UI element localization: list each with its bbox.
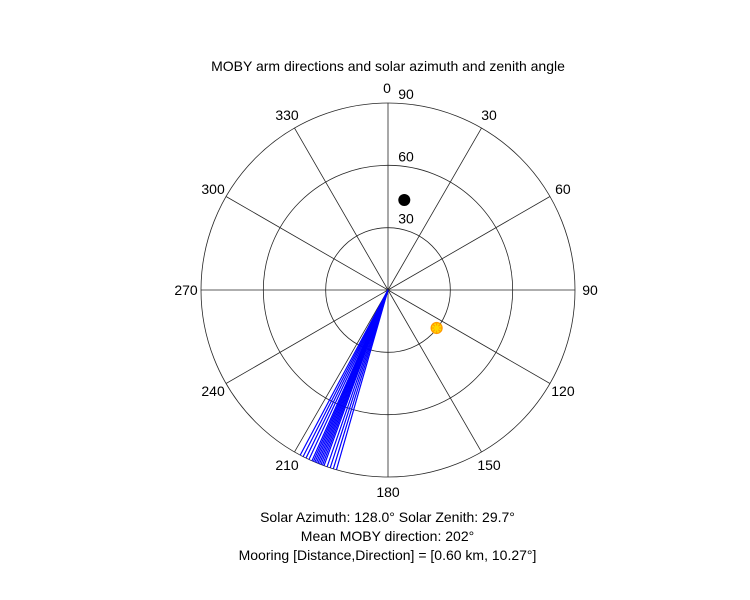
grid-spoke <box>387 196 551 291</box>
sun-marker <box>430 321 443 335</box>
mooring-line: Mooring [Distance,Direction] = [0.60 km,… <box>238 547 537 563</box>
series-layer <box>299 194 443 470</box>
tick-labels: 0 30 60 90 120 150 180 210 240 270 300 330 90 60 30 <box>174 80 598 500</box>
grid-spoke <box>387 289 551 384</box>
angle-tick-label: 210 <box>275 457 299 473</box>
angle-tick-label: 330 <box>275 107 299 123</box>
grid-spoke <box>387 289 482 453</box>
angle-tick-label: 240 <box>201 383 225 399</box>
sun-ray <box>438 329 441 333</box>
angle-tick-label: 180 <box>376 484 400 500</box>
polar-grid <box>200 102 576 478</box>
angle-tick-label: 30 <box>481 107 497 123</box>
sun-ray <box>438 323 441 327</box>
angle-tick-label: 300 <box>201 181 225 197</box>
angle-tick-label: 90 <box>582 282 598 298</box>
mooring-marker <box>398 194 411 207</box>
angle-tick-label: 120 <box>551 383 575 399</box>
solar-info-line: Solar Azimuth: 128.0° Solar Zenith: 29.7… <box>260 509 515 525</box>
mean-direction-line: Mean MOBY direction: 202° <box>300 528 475 544</box>
sun-ray <box>432 323 436 327</box>
grid-spoke <box>225 289 389 384</box>
radial-tick-label: 60 <box>398 148 414 164</box>
grid-spoke <box>294 289 389 453</box>
angle-tick-label: 0 <box>383 80 391 96</box>
chart-title: MOBY arm directions and solar azimuth an… <box>211 58 565 74</box>
radial-tick-label: 30 <box>398 211 414 227</box>
radial-tick-label: 90 <box>398 86 414 102</box>
angle-tick-label: 270 <box>174 282 198 298</box>
grid-spoke <box>225 196 389 291</box>
moby-arm-ray <box>299 289 389 456</box>
grid-spoke <box>294 127 389 291</box>
sun-ray <box>432 329 436 333</box>
grid-spoke <box>387 127 482 291</box>
angle-tick-label: 150 <box>477 457 501 473</box>
angle-tick-label: 60 <box>555 181 571 197</box>
